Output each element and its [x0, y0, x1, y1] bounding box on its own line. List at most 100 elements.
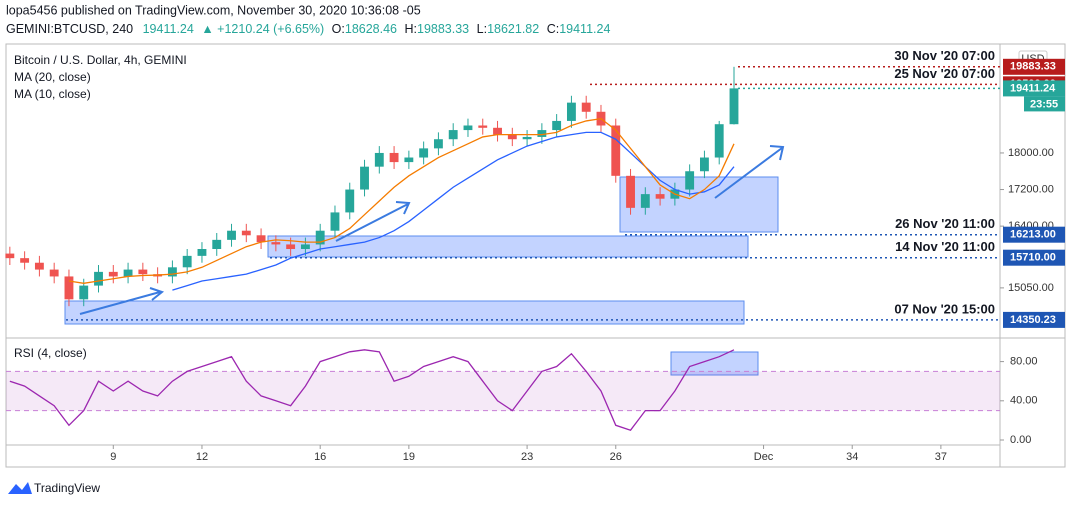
- price-tag: [1003, 249, 1065, 266]
- arrow: [335, 201, 411, 242]
- arrow: [79, 287, 165, 315]
- candle-body: [685, 171, 695, 190]
- x-tick-label: 9: [110, 451, 116, 463]
- arrows: [79, 145, 785, 315]
- candle-body: [79, 285, 89, 300]
- legend-ma10: MA (10, close): [14, 87, 91, 101]
- candle-body: [64, 276, 74, 300]
- level-time: 25 Nov '20 07:00: [894, 66, 995, 81]
- x-tick-label: 34: [846, 451, 858, 463]
- ma-line: [68, 117, 735, 284]
- x-tick-label: Dec: [754, 451, 774, 463]
- candle-body: [286, 244, 296, 250]
- candle-body: [5, 253, 15, 259]
- publish-line: lopa5456 published on TradingView.com, N…: [6, 3, 421, 17]
- level-time: 07 Nov '20 15:00: [894, 301, 995, 316]
- rsi-title: RSI (4, close): [14, 346, 87, 360]
- candle-body: [507, 134, 517, 140]
- logo-mark: [8, 482, 32, 494]
- countdown: 23:55: [1030, 98, 1058, 110]
- candle-body: [537, 130, 547, 137]
- candle-body: [389, 152, 399, 163]
- candle-body: [271, 242, 281, 245]
- o: 18628.46: [345, 22, 397, 36]
- x-tick-label: 37: [935, 451, 947, 463]
- candle-body: [94, 271, 103, 286]
- rsi-tick-label: 40.00: [1010, 395, 1038, 407]
- candle-body: [300, 244, 310, 250]
- candle-body: [404, 157, 414, 163]
- price-tag-label: 19883.33: [1010, 61, 1056, 73]
- l: 18621.82: [487, 22, 539, 36]
- o-label: O:: [332, 22, 345, 36]
- x-tick-label: 23: [521, 451, 533, 463]
- candle-body: [49, 269, 59, 277]
- change: ▲ +1210.24 (+6.65%): [201, 22, 324, 36]
- candle-body: [360, 166, 369, 190]
- candle-body: [714, 124, 724, 158]
- level-time: 30 Nov '20 07:00: [894, 48, 995, 63]
- candle-body: [463, 125, 473, 131]
- candle-body: [433, 139, 443, 149]
- c: 19411.24: [559, 22, 610, 36]
- symbol: GEMINI:BTCUSD, 240: [6, 22, 133, 36]
- y-tick-label: 15050.00: [1008, 282, 1054, 294]
- candle-body: [581, 102, 591, 112]
- arrow: [714, 145, 785, 199]
- h-label: H:: [405, 22, 418, 36]
- candle-body: [241, 230, 251, 236]
- candle-body: [699, 157, 709, 172]
- price-tag: [1003, 58, 1065, 75]
- candle-body: [729, 88, 739, 125]
- ma-line: [172, 131, 735, 291]
- chart-title: Bitcoin / U.S. Dollar, 4h, GEMINI: [14, 53, 187, 67]
- level-time: 14 Nov '20 11:00: [895, 239, 995, 254]
- c-label: C:: [547, 22, 560, 36]
- candle-body: [315, 230, 325, 245]
- x-tick-label: 26: [610, 451, 622, 463]
- candle-body: [197, 249, 207, 256]
- x-tick-label: 12: [196, 451, 208, 463]
- price-tag: [1003, 80, 1065, 97]
- rsi-line: [9, 349, 735, 431]
- candle-body: [138, 269, 148, 275]
- candle-body: [212, 239, 222, 250]
- candle-body: [640, 194, 650, 208]
- x-tick-label: 16: [314, 451, 326, 463]
- candle-body: [108, 271, 118, 277]
- y-tick-label: 18000.00: [1008, 147, 1054, 159]
- price-tag-label: 16213.00: [1010, 229, 1056, 241]
- price-tag-label: 15710.00: [1010, 252, 1056, 264]
- rsi-tick-label: 0.00: [1010, 434, 1031, 446]
- candle-body: [345, 189, 355, 213]
- x-tick-label: 19: [403, 451, 415, 463]
- candle-body: [448, 130, 458, 140]
- zone: [670, 351, 759, 376]
- candle-body: [626, 175, 635, 208]
- candle-body: [182, 255, 192, 268]
- price-tag: [1003, 226, 1065, 243]
- candle-body: [330, 212, 340, 231]
- h: 19883.33: [417, 22, 469, 36]
- last: 19411.24: [143, 22, 194, 36]
- price-tag: [1003, 311, 1065, 328]
- l-label: L:: [477, 22, 487, 36]
- candle-body: [34, 262, 44, 270]
- price-tag-label: 19411.24: [1010, 82, 1056, 94]
- symbol-line: GEMINI:BTCUSD, 240 19411.24 ▲ +1210.24 (…: [6, 22, 610, 36]
- candle-body: [478, 125, 488, 128]
- brand: TradingView: [34, 481, 100, 495]
- y-tick-label: 17200.00: [1008, 183, 1054, 195]
- level-time: 26 Nov '20 11:00: [895, 216, 995, 231]
- candle-body: [655, 194, 665, 199]
- candle-body: [522, 136, 532, 140]
- candle-body: [566, 102, 576, 121]
- legend-ma20: MA (20, close): [14, 70, 91, 84]
- candle-body: [552, 120, 562, 131]
- candle-body: [419, 148, 429, 158]
- price-tag-label: 14350.23: [1010, 314, 1056, 326]
- candle-body: [227, 230, 236, 240]
- logo: [8, 482, 32, 494]
